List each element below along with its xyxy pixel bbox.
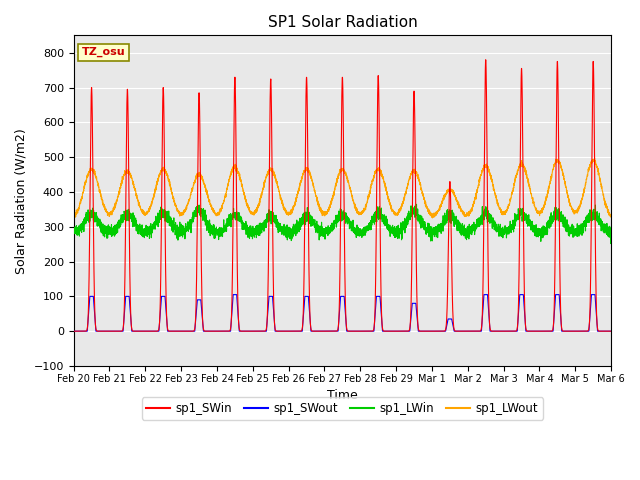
sp1_SWout (166, 328, 174, 334)
sp1_SWin (166, 328, 174, 334)
sp1_SWin (482, 57, 490, 62)
sp1_LWout (429, 215, 436, 221)
Y-axis label: Solar Radiation (W/m2): Solar Radiation (W/m2) (15, 128, 28, 274)
sp1_LWout (323, 210, 330, 216)
sp1_LWin (166, 220, 174, 226)
sp1_LWin (607, 226, 615, 232)
sp1_SWout (607, 328, 615, 334)
sp1_SWin (607, 328, 614, 334)
sp1_SWin (463, 328, 470, 334)
sp1_LWout (166, 183, 174, 189)
Line: sp1_SWout: sp1_SWout (74, 295, 611, 331)
sp1_SWin (70, 328, 77, 334)
sp1_LWin (433, 231, 441, 237)
sp1_LWin (70, 226, 77, 231)
Line: sp1_SWin: sp1_SWin (74, 60, 611, 331)
sp1_LWin (607, 227, 614, 232)
sp1_LWout (433, 211, 441, 216)
sp1_SWout (463, 328, 470, 334)
sp1_LWin (463, 226, 470, 232)
sp1_LWout (607, 212, 615, 217)
sp1_SWout (70, 328, 77, 334)
sp1_SWout (229, 292, 237, 298)
X-axis label: Time: Time (327, 389, 358, 402)
sp1_LWin (413, 202, 420, 207)
sp1_LWout (70, 215, 77, 221)
sp1_SWout (607, 328, 614, 334)
Line: sp1_LWout: sp1_LWout (74, 158, 611, 218)
sp1_SWout (433, 328, 441, 334)
sp1_LWout (607, 212, 614, 218)
Legend: sp1_SWin, sp1_SWout, sp1_LWin, sp1_LWout: sp1_SWin, sp1_SWout, sp1_LWin, sp1_LWout (141, 397, 543, 420)
Text: TZ_osu: TZ_osu (82, 47, 125, 57)
sp1_SWin (323, 328, 330, 334)
sp1_LWin (493, 228, 501, 234)
sp1_LWout (463, 211, 470, 217)
sp1_LWin (323, 230, 330, 236)
sp1_LWout (493, 201, 501, 206)
sp1_SWout (493, 328, 501, 334)
Title: SP1 Solar Radiation: SP1 Solar Radiation (268, 15, 417, 30)
sp1_LWout (591, 155, 598, 161)
sp1_SWin (607, 328, 615, 334)
sp1_SWout (323, 328, 330, 334)
Line: sp1_LWin: sp1_LWin (74, 204, 611, 244)
sp1_SWin (493, 328, 501, 334)
sp1_LWin (607, 241, 614, 247)
sp1_SWin (433, 328, 441, 334)
